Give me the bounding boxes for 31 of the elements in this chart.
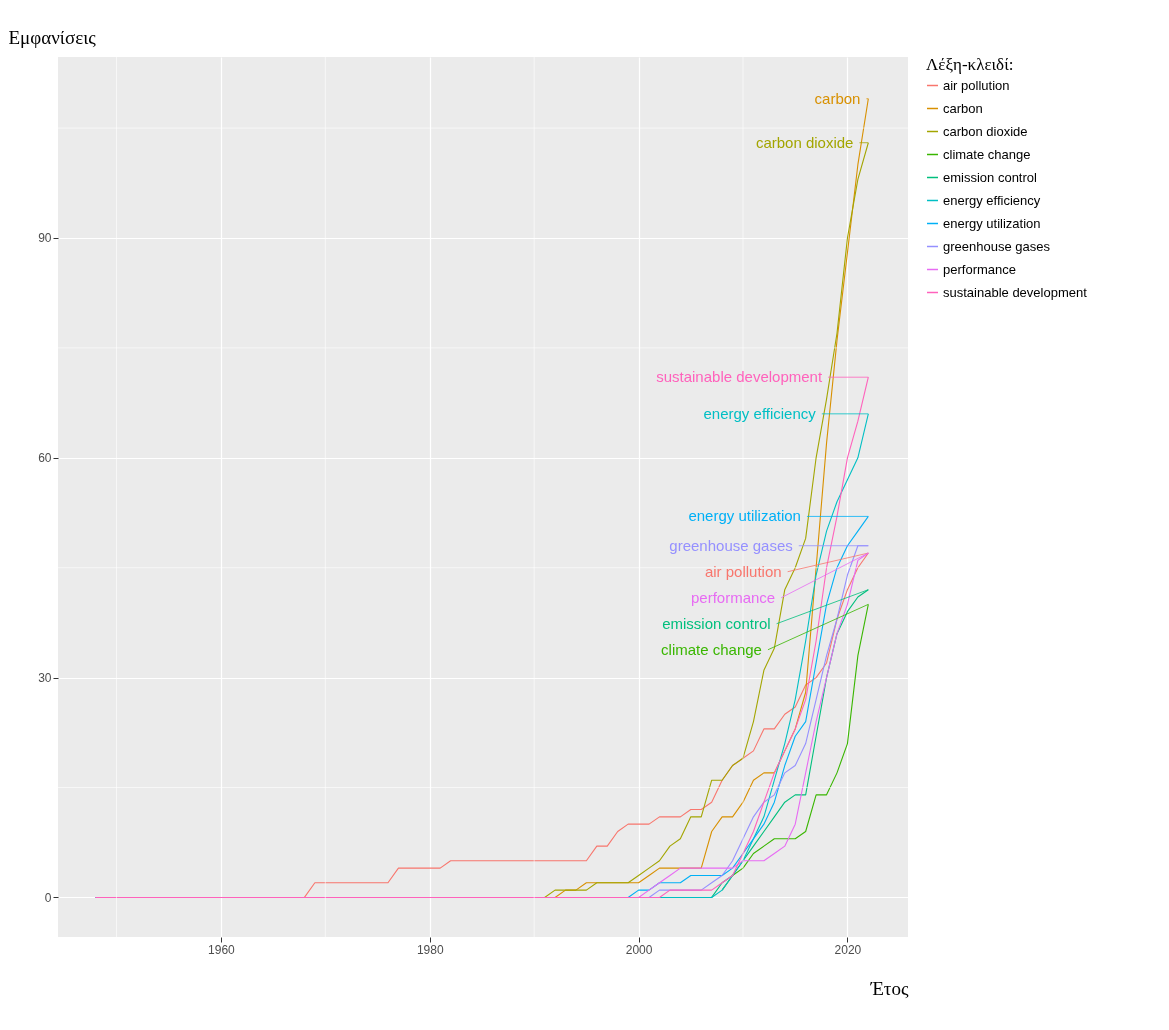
y-tick-label: 30 <box>38 671 52 686</box>
text: energy efficiency <box>703 404 816 422</box>
text: air pollution <box>704 562 782 580</box>
text: emission control <box>662 614 771 632</box>
legend-title: Λέξη-κλειδί: <box>926 55 1014 74</box>
legend-label: air pollution <box>943 77 1010 93</box>
text: greenhouse gases <box>669 536 793 554</box>
legend-label: energy utilization <box>943 215 1041 231</box>
legend-label: greenhouse gases <box>943 238 1051 254</box>
x-axis-title: Έτος <box>869 977 909 999</box>
legend-label: climate change <box>943 146 1031 162</box>
y-axis-title: Εμφανίσεις <box>8 26 97 48</box>
x-tick-label: 1960 <box>208 942 236 957</box>
y-tick-label: 90 <box>38 231 52 246</box>
text: sustainable development <box>656 368 823 386</box>
y-tick-label: 60 <box>38 451 52 466</box>
text: carbon <box>814 89 861 107</box>
x-tick-label: 1980 <box>416 942 444 957</box>
text: climate change <box>661 640 762 658</box>
x-tick-label: 2020 <box>834 942 862 957</box>
legend-label: energy efficiency <box>943 192 1041 208</box>
legend-label: emission control <box>943 169 1038 185</box>
legend-label: sustainable development <box>943 284 1088 300</box>
text: performance <box>690 588 776 606</box>
text: carbon dioxide <box>755 133 854 151</box>
y-tick-label: 0 <box>44 890 52 905</box>
legend-label: performance <box>943 261 1016 277</box>
text: energy utilization <box>688 507 801 525</box>
x-tick-label: 2000 <box>625 942 653 957</box>
legend-label: carbon <box>943 100 983 116</box>
legend-label: carbon dioxide <box>943 123 1028 139</box>
